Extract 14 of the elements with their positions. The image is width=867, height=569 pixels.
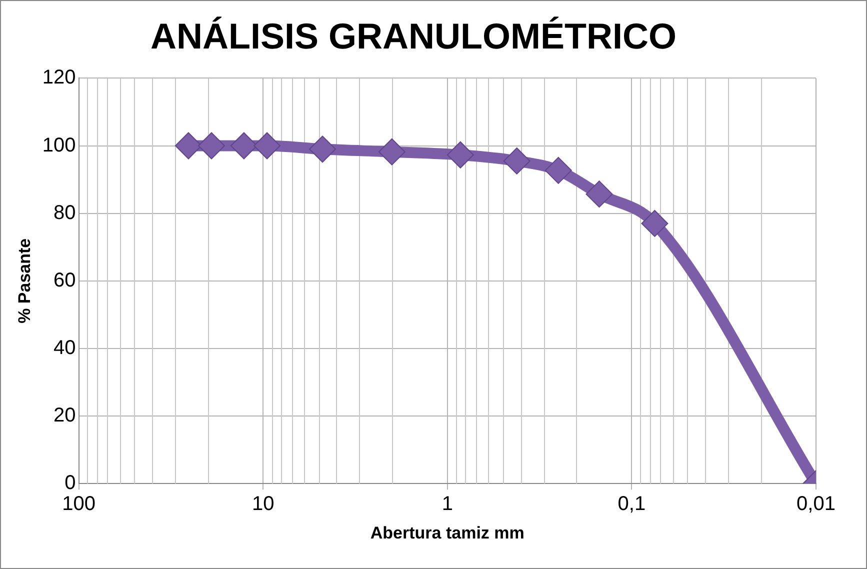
x-axis-title: Abertura tamiz mm: [370, 523, 524, 542]
y-axis-title: % Pasante: [14, 238, 34, 324]
y-tick-label: 120: [42, 66, 76, 89]
y-tick-label: 100: [42, 134, 76, 156]
y-tick-label: 0: [64, 472, 76, 494]
y-tick-label: 60: [54, 269, 76, 292]
x-tick-label: 0,01: [796, 493, 836, 516]
x-tick-label: 0,1: [618, 493, 646, 516]
x-tick-label: 10: [252, 493, 274, 516]
y-tick-label: 20: [54, 404, 76, 427]
x-tick-label: 1: [442, 493, 453, 516]
y-tick-label: 80: [54, 202, 76, 224]
y-tick-label: 40: [54, 336, 76, 359]
chart-title: ANÁLISIS GRANULOMÉTRICO: [150, 16, 676, 57]
